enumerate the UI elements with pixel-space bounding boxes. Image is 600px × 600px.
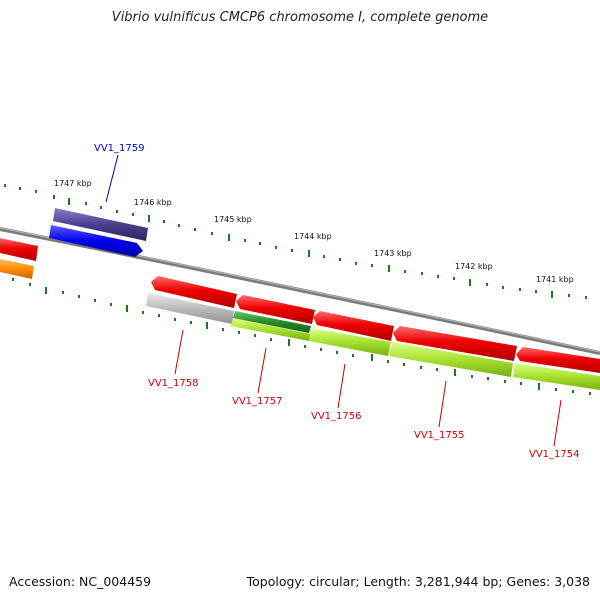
feature-lime-2[interactable] bbox=[309, 328, 391, 356]
feature-lime-3[interactable] bbox=[389, 342, 513, 377]
scale-label: 1746 kbp bbox=[134, 198, 172, 207]
feature-lime-1[interactable] bbox=[231, 318, 311, 341]
cds-feature-vv1-1759[interactable] bbox=[49, 225, 143, 257]
gene-label-vv1-1754[interactable]: VV1_1754 bbox=[529, 449, 580, 460]
outer-tick-ring bbox=[4, 184, 587, 299]
feature-lime-4[interactable] bbox=[513, 363, 600, 390]
scale-label: 1745 kbp bbox=[214, 215, 252, 224]
cds-feature-purple[interactable] bbox=[53, 208, 148, 241]
gene-label-vv1-1757[interactable]: VV1_1757 bbox=[232, 396, 283, 407]
gene-labels: VV1_1759 VV1_1758 VV1_1757 VV1_1756 VV1_… bbox=[94, 143, 580, 460]
gene-label-vv1-1759[interactable]: VV1_1759 bbox=[94, 143, 145, 154]
cds-feature-vv1-1756[interactable] bbox=[313, 311, 394, 341]
scale-labels: 1747 kbp 1746 kbp 1745 kbp 1744 kbp 1743… bbox=[54, 179, 574, 284]
topology-label: Topology: circular; Length: 3,281,944 bp… bbox=[246, 574, 590, 589]
map-title: Vibrio vulnificus CMCP6 chromosome I, co… bbox=[111, 10, 489, 25]
feature-dark-green[interactable] bbox=[233, 311, 311, 333]
backbone-arc bbox=[0, 227, 600, 355]
cds-feature-vv1-1754[interactable] bbox=[516, 347, 600, 373]
cds-feature-left-red[interactable] bbox=[0, 238, 38, 261]
gene-label-vv1-1756[interactable]: VV1_1756 bbox=[311, 411, 362, 422]
cds-feature-left-orange[interactable] bbox=[0, 259, 34, 279]
scale-label: 1743 kbp bbox=[374, 249, 412, 258]
accession-label: Accession: NC_004459 bbox=[9, 574, 152, 589]
scale-label: 1741 kbp bbox=[536, 275, 574, 284]
label-leaders bbox=[105, 154, 562, 447]
scale-label: 1747 kbp bbox=[54, 179, 92, 188]
inner-tick-ring bbox=[12, 278, 591, 395]
scale-label: 1742 kbp bbox=[455, 262, 493, 271]
cds-feature-vv1-1758[interactable] bbox=[151, 276, 237, 308]
gene-label-vv1-1755[interactable]: VV1_1755 bbox=[414, 430, 465, 441]
gene-label-vv1-1758[interactable]: VV1_1758 bbox=[148, 378, 199, 389]
cds-feature-vv1-1757[interactable] bbox=[236, 295, 315, 324]
feature-grey[interactable] bbox=[146, 293, 234, 324]
scale-label: 1744 kbp bbox=[294, 232, 332, 241]
cds-feature-vv1-1755[interactable] bbox=[393, 326, 517, 361]
